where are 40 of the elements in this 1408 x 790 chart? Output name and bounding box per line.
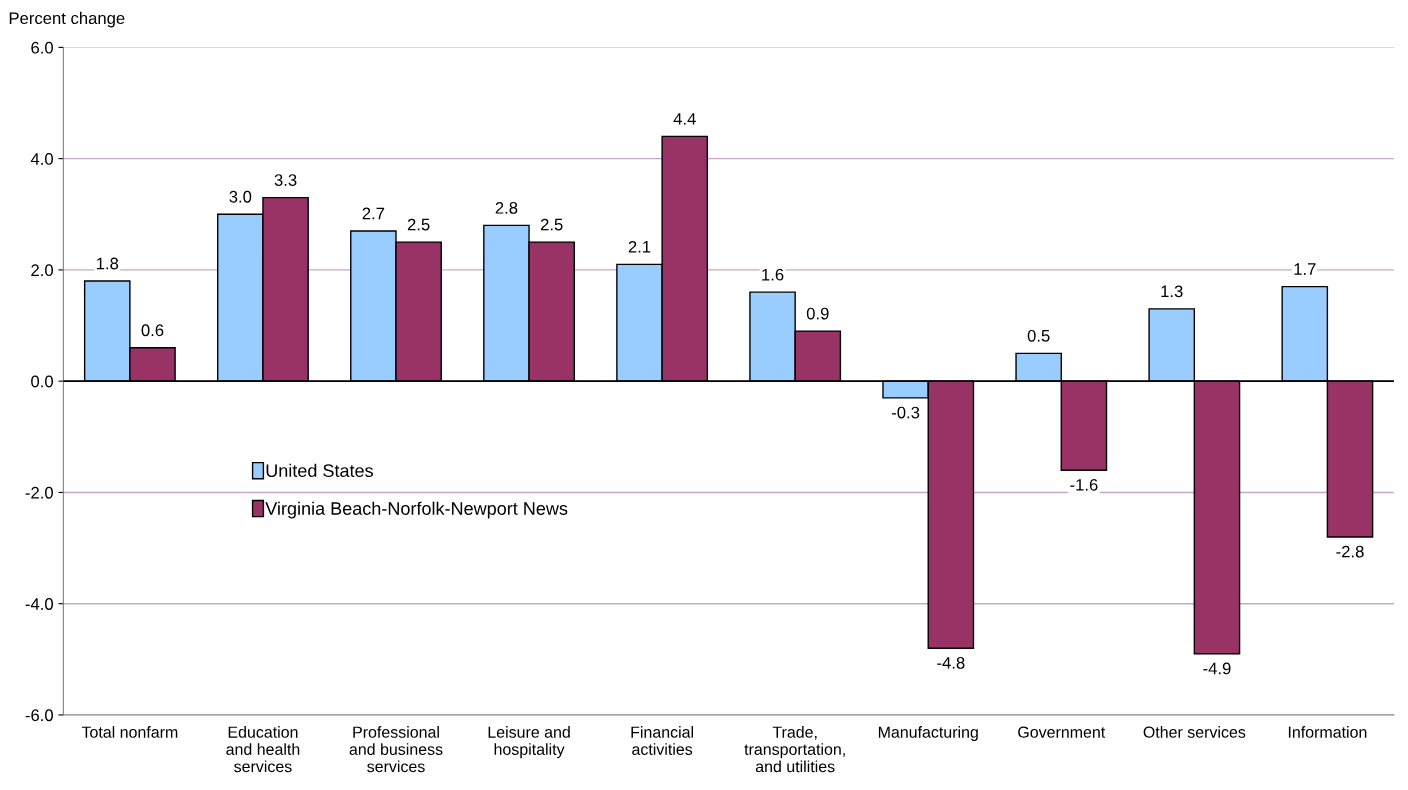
data-label: -0.3: [891, 406, 920, 419]
y-tick-label: 2.0: [31, 264, 53, 277]
data-label: 4.4: [673, 113, 696, 125]
data-label: 0.9: [806, 307, 829, 320]
data-label: 1.6: [762, 268, 784, 281]
y-tick-label: 4.0: [30, 153, 53, 165]
data-label: 2.8: [495, 201, 518, 214]
data-label: 3.0: [229, 190, 252, 203]
data-label: 1.8: [96, 257, 119, 270]
data-label: 2.7: [362, 207, 385, 220]
legend-label: United States: [266, 463, 373, 478]
x-tick-label: Manufacturing: [878, 726, 978, 741]
data-label: 2.5: [540, 218, 563, 231]
x-tick-label: Leisure and hospitality: [488, 726, 570, 759]
data-label: 1.3: [1161, 285, 1183, 298]
y-tick-label: -4.0: [25, 598, 53, 610]
x-tick-label: Trade, transportation, and utilities: [744, 726, 845, 773]
x-tick-label: Education and health services: [226, 726, 300, 773]
y-tick-label: -2.0: [25, 486, 53, 499]
data-label: 1.7: [1294, 263, 1316, 275]
data-label: 0.6: [141, 324, 164, 337]
data-label: -2.8: [1336, 545, 1364, 558]
x-tick-label: Financial activities: [631, 726, 694, 755]
x-tick-label: Other services: [1143, 726, 1246, 738]
x-tick-label: Information: [1288, 726, 1367, 738]
data-label: -1.6: [1070, 478, 1098, 491]
data-label: 2.5: [407, 218, 430, 231]
data-label: -4.8: [937, 656, 965, 669]
x-tick-label: Professional and business services: [349, 726, 443, 773]
data-label: 0.5: [1027, 329, 1050, 342]
y-tick-label: 0.0: [31, 375, 53, 388]
x-tick-label: Government: [1018, 726, 1106, 738]
data-label: -4.9: [1203, 662, 1231, 675]
x-tick-label: Total nonfarm: [81, 726, 178, 738]
y-tick-label: -6.0: [25, 709, 53, 722]
y-tick-label: 6.0: [31, 41, 53, 54]
legend-label: Virginia Beach-Norfolk-Newport News: [265, 501, 568, 519]
data-label: 2.1: [628, 240, 651, 253]
y-axis-title: Percent change: [9, 11, 125, 28]
data-label: 3.3: [274, 174, 297, 186]
